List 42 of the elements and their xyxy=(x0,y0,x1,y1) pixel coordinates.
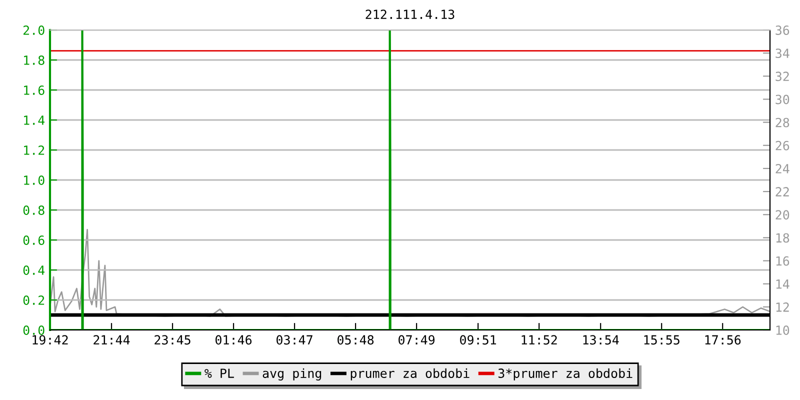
y-tick-label: 0.4 xyxy=(23,266,45,275)
y2-tick-label: 18 xyxy=(776,233,790,243)
y2-tick-label: 28 xyxy=(776,118,790,128)
x-tick-label: 15:55 xyxy=(644,335,680,345)
y2-tick-label: 20 xyxy=(776,210,790,220)
x-tick-label: 09:51 xyxy=(460,335,496,345)
y-tick-label: 1.0 xyxy=(24,176,44,185)
x-tick-label: 01:46 xyxy=(216,335,252,345)
x-tick-label: 21:44 xyxy=(94,335,130,344)
y-tick-label: 1.2 xyxy=(24,146,44,155)
y2-tick-label: 14 xyxy=(776,280,790,289)
y-tick-label: 0.6 xyxy=(23,236,44,245)
y2-tick-label: 32 xyxy=(776,72,789,82)
y2-tick-label: 34 xyxy=(776,48,790,58)
x-tick-label: 19:42 xyxy=(32,335,68,345)
y-tick-label: 1.8 xyxy=(24,56,44,65)
x-tick-label: 23:45 xyxy=(154,335,190,345)
y2-tick-label: 36 xyxy=(776,26,790,35)
chart-title: 212.111.4.13 xyxy=(366,10,454,20)
y2-tick-label: 12 xyxy=(776,302,789,312)
y-tick-label: 0.8 xyxy=(23,206,44,215)
x-tick-label: 11:52 xyxy=(522,335,557,345)
x-tick-label: 03:47 xyxy=(276,335,312,345)
y2-tick-label: 24 xyxy=(776,164,790,174)
y-tick-label: 0.2 xyxy=(23,296,44,305)
y-tick-label: 0.0 xyxy=(23,326,44,335)
y2-tick-label: 26 xyxy=(776,140,790,150)
y-tick-label: 2.0 xyxy=(23,26,44,35)
legend-label: avg ping xyxy=(262,368,322,380)
y2-tick-label: 16 xyxy=(776,256,790,266)
legend-label: prumer za obdobi xyxy=(350,368,470,380)
y2-tick-label: 30 xyxy=(776,94,790,104)
x-tick-label: 05:48 xyxy=(338,335,374,345)
y-tick-label: 1.4 xyxy=(24,116,45,125)
x-tick-label: 07:49 xyxy=(398,335,435,345)
x-tick-label: 17:56 xyxy=(705,335,741,345)
legend-label: % PL xyxy=(204,368,234,378)
y2-tick-label: 10 xyxy=(776,326,790,335)
y-tick-label: 1.6 xyxy=(24,86,44,95)
x-tick-label: 13:54 xyxy=(583,335,619,345)
legend-label: 3*prumer za obdobi xyxy=(498,368,632,380)
y2-tick-label: 22 xyxy=(776,187,789,196)
